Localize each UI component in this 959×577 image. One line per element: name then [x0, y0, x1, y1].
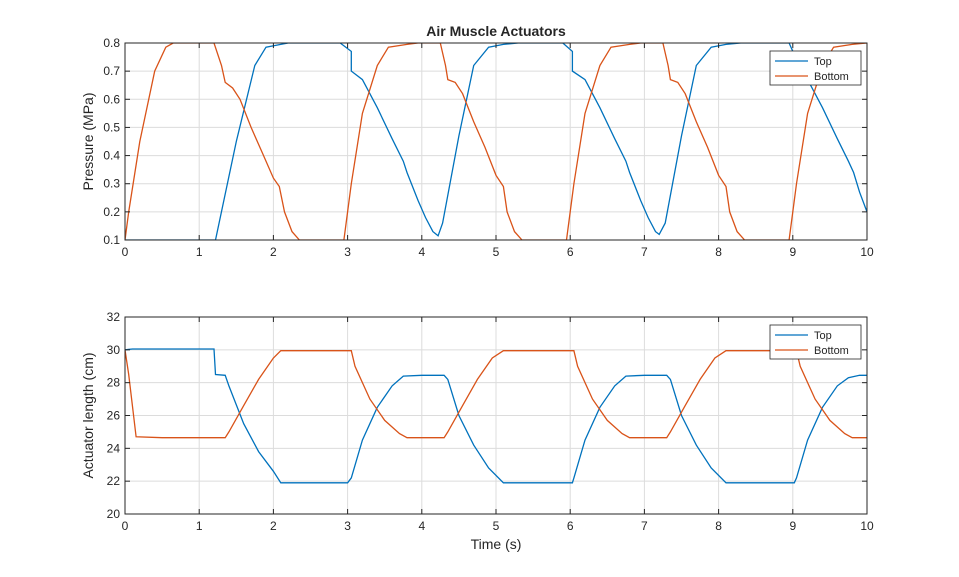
y-tick-label: 0.2 [103, 205, 120, 219]
legend: Top Bottom [769, 324, 862, 360]
legend-box [769, 50, 862, 86]
y-tick-label: 0.7 [103, 64, 120, 78]
x-tick-label: 2 [270, 519, 277, 533]
x-tick-label: 5 [493, 519, 500, 533]
x-tick-label: 9 [789, 245, 796, 259]
legend: Top Bottom [769, 50, 862, 86]
y-tick-label: 32 [107, 310, 121, 324]
series-line-bottom [125, 349, 867, 439]
x-tick-label: 0 [122, 519, 129, 533]
x-tick-label: 1 [196, 245, 203, 259]
axes-1: 0 1 2 3 4 5 6 7 8 9 10 0.1 0.2 0.3 0.4 0.5 0.6 0.7 0.8 Air … [80, 23, 874, 259]
x-tick-label: 8 [715, 245, 722, 259]
y-axis-label: Pressure (MPa) [80, 92, 96, 190]
y-tick-label: 20 [107, 507, 121, 521]
chart-title: Air Muscle Actuators [426, 23, 566, 39]
y-tick-label: 24 [107, 441, 121, 455]
x-tick-label: 2 [270, 245, 277, 259]
y-tick-label: 28 [107, 376, 121, 390]
legend-label-bottom: Bottom [814, 71, 849, 83]
x-tick-label: 4 [418, 519, 425, 533]
x-tick-label: 4 [418, 245, 425, 259]
legend-label-bottom: Bottom [814, 345, 849, 357]
x-tick-label: 7 [641, 245, 648, 259]
y-axis-label: Actuator length (cm) [80, 352, 96, 478]
x-tick-label: 10 [860, 519, 874, 533]
y-tick-label: 0.5 [103, 120, 120, 134]
series-line-bottom [125, 43, 867, 240]
x-axis-label: Time (s) [471, 536, 522, 552]
y-tick-label: 0.1 [103, 233, 120, 247]
x-tick-label: 10 [860, 245, 874, 259]
y-tick-label: 0.6 [103, 92, 120, 106]
x-tick-label: 7 [641, 519, 648, 533]
legend-label-top: Top [814, 330, 832, 342]
y-tick-label: 26 [107, 409, 121, 423]
x-tick-label: 1 [196, 519, 203, 533]
x-tick-label: 5 [493, 245, 500, 259]
y-tick-label: 22 [107, 474, 121, 488]
x-tick-label: 3 [344, 245, 351, 259]
series-line-top [125, 348, 867, 484]
x-tick-label: 0 [122, 245, 129, 259]
x-tick-label: 6 [567, 245, 574, 259]
series-line-top [125, 43, 867, 240]
legend-box [769, 324, 862, 360]
x-tick-label: 9 [789, 519, 796, 533]
x-tick-label: 3 [344, 519, 351, 533]
axes-2: 0 1 2 3 4 5 6 7 8 9 10 20 22 24 26 28 30 32 Actuator lengt… [80, 310, 874, 552]
legend-label-top: Top [814, 56, 832, 68]
y-tick-label: 0.8 [103, 36, 120, 50]
y-tick-label: 0.3 [103, 177, 120, 191]
y-tick-label: 0.4 [103, 149, 120, 163]
y-tick-label: 30 [107, 343, 121, 357]
x-tick-label: 6 [567, 519, 574, 533]
x-tick-label: 8 [715, 519, 722, 533]
